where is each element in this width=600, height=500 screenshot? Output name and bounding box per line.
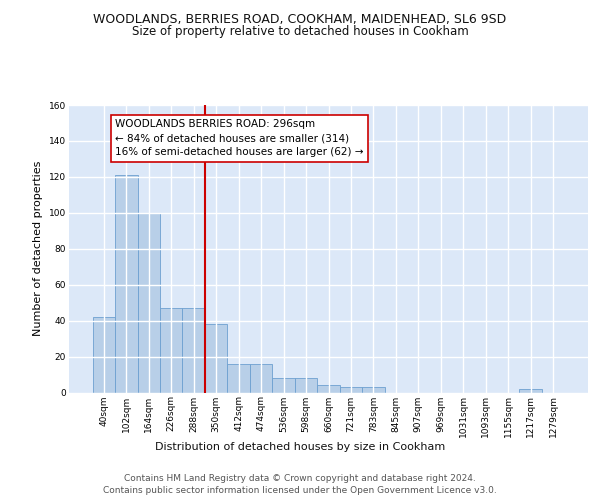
Text: WOODLANDS, BERRIES ROAD, COOKHAM, MAIDENHEAD, SL6 9SD: WOODLANDS, BERRIES ROAD, COOKHAM, MAIDEN… bbox=[94, 12, 506, 26]
Text: Size of property relative to detached houses in Cookham: Size of property relative to detached ho… bbox=[131, 25, 469, 38]
Bar bbox=[205, 324, 227, 392]
Bar bbox=[520, 389, 542, 392]
Bar bbox=[250, 364, 272, 392]
Bar bbox=[340, 387, 362, 392]
Bar bbox=[160, 308, 182, 392]
Bar bbox=[362, 387, 385, 392]
Text: WOODLANDS BERRIES ROAD: 296sqm
← 84% of detached houses are smaller (314)
16% of: WOODLANDS BERRIES ROAD: 296sqm ← 84% of … bbox=[115, 120, 364, 158]
Bar bbox=[182, 308, 205, 392]
Bar bbox=[92, 317, 115, 392]
Text: Contains HM Land Registry data © Crown copyright and database right 2024.
Contai: Contains HM Land Registry data © Crown c… bbox=[103, 474, 497, 495]
Bar bbox=[137, 213, 160, 392]
Bar bbox=[317, 386, 340, 392]
Text: Distribution of detached houses by size in Cookham: Distribution of detached houses by size … bbox=[155, 442, 445, 452]
Bar bbox=[295, 378, 317, 392]
Bar bbox=[115, 175, 137, 392]
Bar bbox=[227, 364, 250, 392]
Bar bbox=[272, 378, 295, 392]
Y-axis label: Number of detached properties: Number of detached properties bbox=[34, 161, 43, 336]
